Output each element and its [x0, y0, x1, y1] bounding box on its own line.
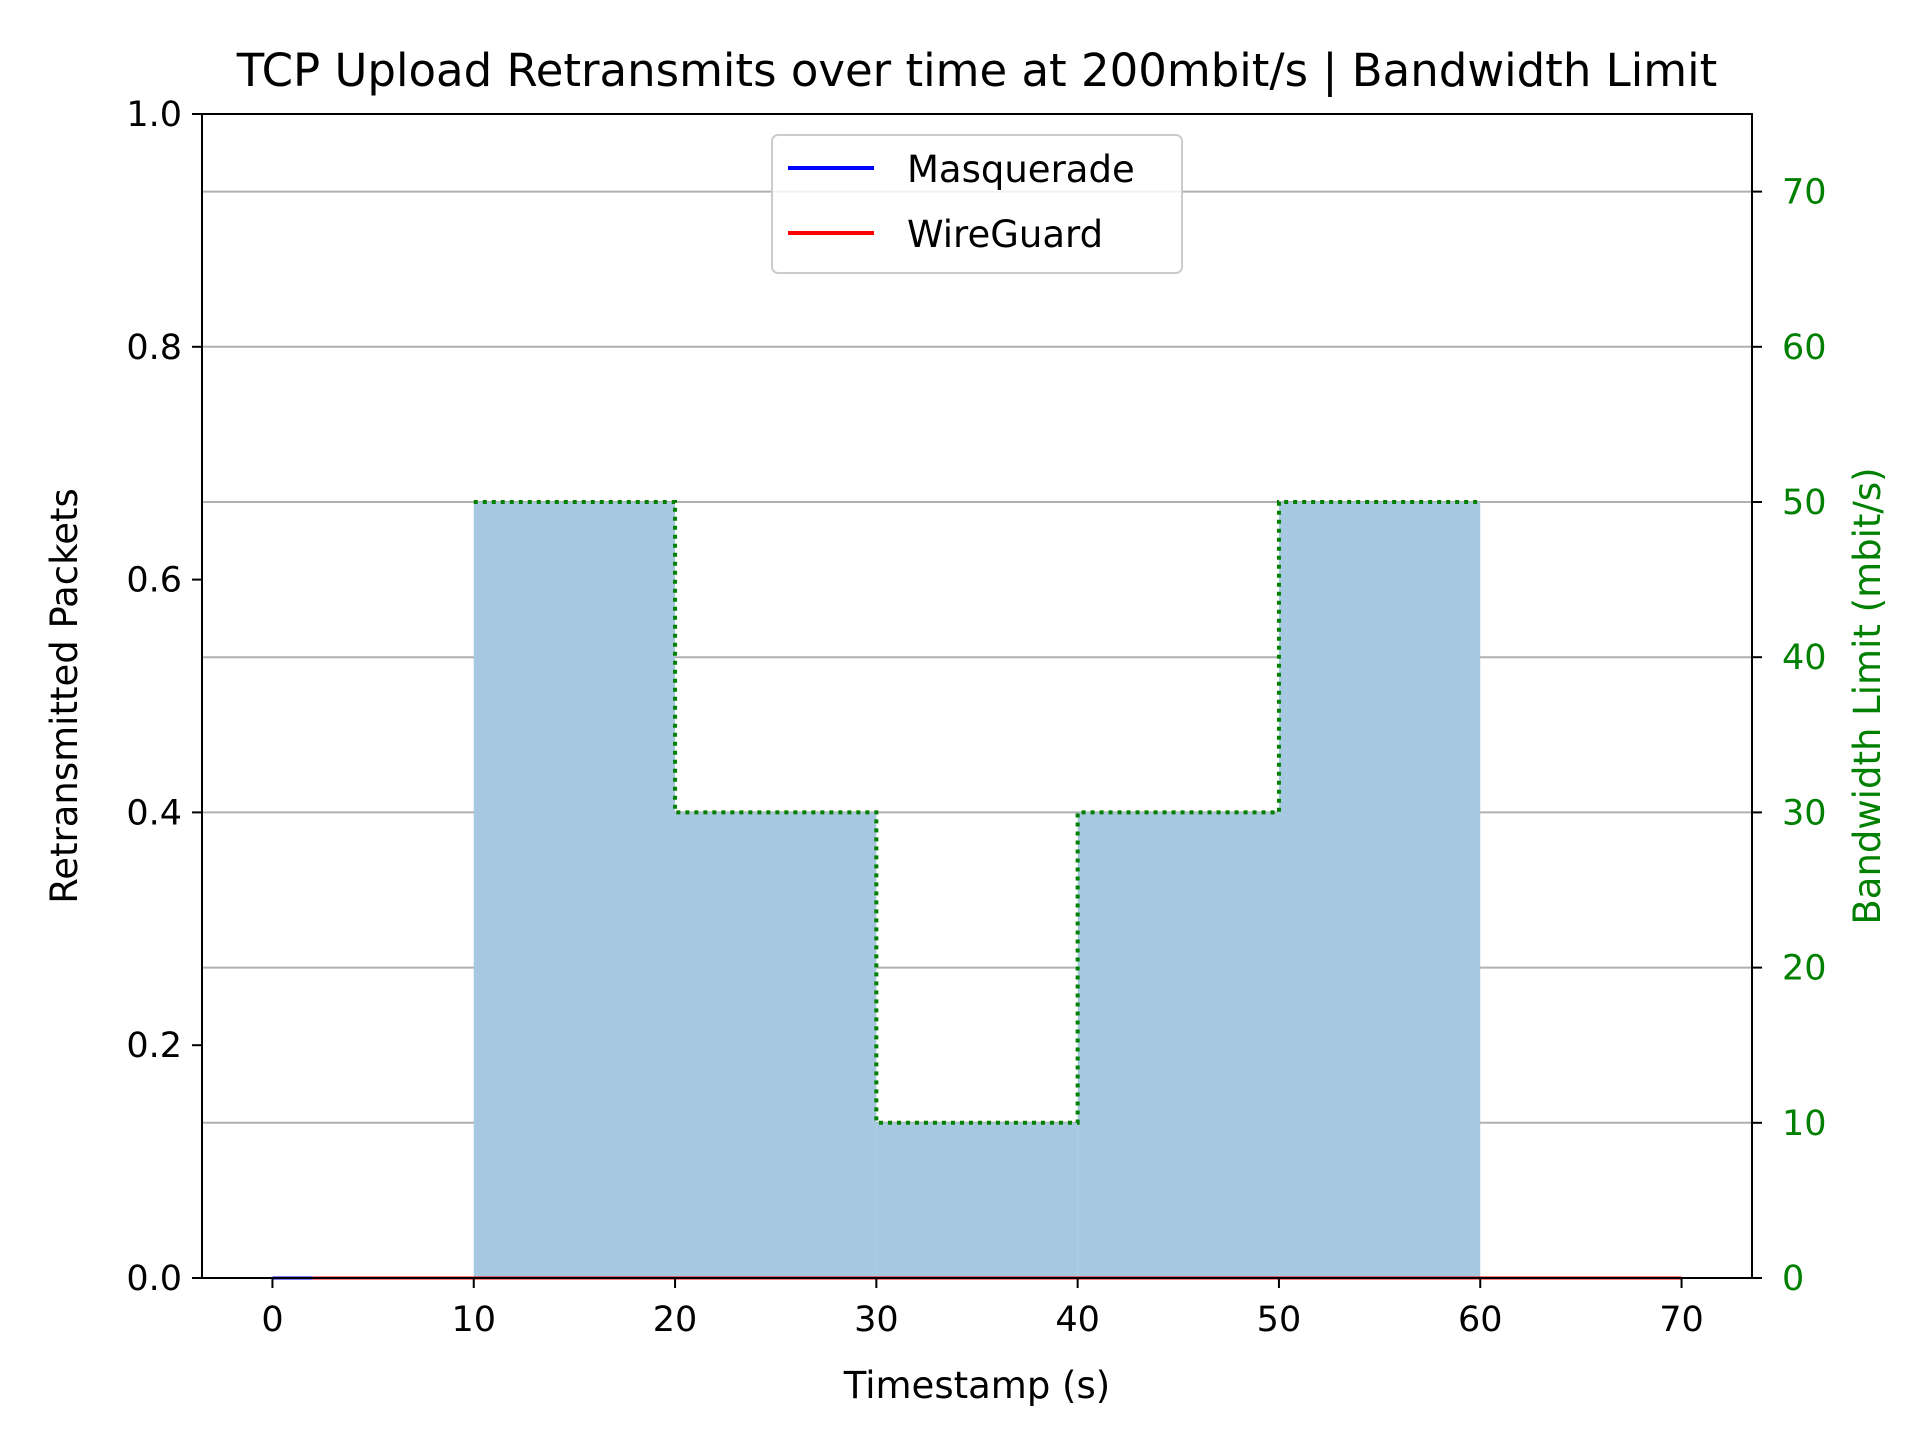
y2-tick-label: 50 — [1782, 483, 1827, 523]
x-tick-label: 50 — [1257, 1300, 1302, 1340]
y2-axis-label: Bandwidth Limit (mbit/s) — [1846, 467, 1889, 924]
bandwidth-fill — [473, 502, 1481, 1278]
x-tick-label: 30 — [854, 1300, 899, 1340]
bandwidth-fill-bar — [1278, 502, 1481, 1278]
x-tick-label: 40 — [1055, 1300, 1100, 1340]
x-tick-label: 60 — [1458, 1300, 1503, 1340]
y-tick-label: 1.0 — [126, 95, 182, 135]
x-axis-label: Timestamp (s) — [843, 1364, 1110, 1407]
y-tick-label: 0.2 — [126, 1026, 182, 1066]
plot-frame — [201, 113, 1753, 1279]
axes: 0 10 20 30 40 50 60 70 0.0 0.2 0.4 0.6 0.8 1.0 0 10 20 30… — [126, 95, 1826, 1340]
y-axis-label: Retransmitted Packets — [43, 488, 86, 904]
y-tick-label: 0.0 — [126, 1259, 182, 1299]
y-tick-label: 0.4 — [126, 793, 182, 833]
y2-tick-label: 40 — [1782, 638, 1827, 678]
bandwidth-step-line — [473, 500, 1481, 1125]
legend-box — [771, 134, 1183, 274]
bandwidth-step — [473, 500, 1481, 1125]
legend-label-masquerade: Masquerade — [907, 148, 1135, 191]
y-tick-label: 0.8 — [126, 328, 182, 368]
x-tick-label: 0 — [261, 1300, 283, 1340]
legend-label-wireguard: WireGuard — [907, 213, 1103, 256]
legend: Masquerade WireGuard — [771, 134, 1183, 274]
x-tick-label: 70 — [1659, 1300, 1704, 1340]
y2-tick-label: 30 — [1782, 793, 1827, 833]
x-tick-label: 20 — [653, 1300, 698, 1340]
bandwidth-fill-bar — [876, 1122, 1078, 1278]
y2-tick-label: 60 — [1782, 328, 1827, 368]
y2-tick-label: 70 — [1782, 173, 1827, 213]
bandwidth-fill-bar — [473, 502, 676, 1278]
y2-tick-label: 20 — [1782, 949, 1827, 989]
x-tick-label: 10 — [451, 1300, 496, 1340]
y2-tick-label: 0 — [1782, 1259, 1804, 1299]
bandwidth-fill-bar — [675, 812, 877, 1278]
chart-title: TCP Upload Retransmits over time at 200m… — [236, 44, 1717, 97]
bandwidth-fill-bar — [1077, 812, 1279, 1278]
y2-tick-label: 10 — [1782, 1104, 1827, 1144]
y-tick-label: 0.6 — [126, 561, 182, 601]
